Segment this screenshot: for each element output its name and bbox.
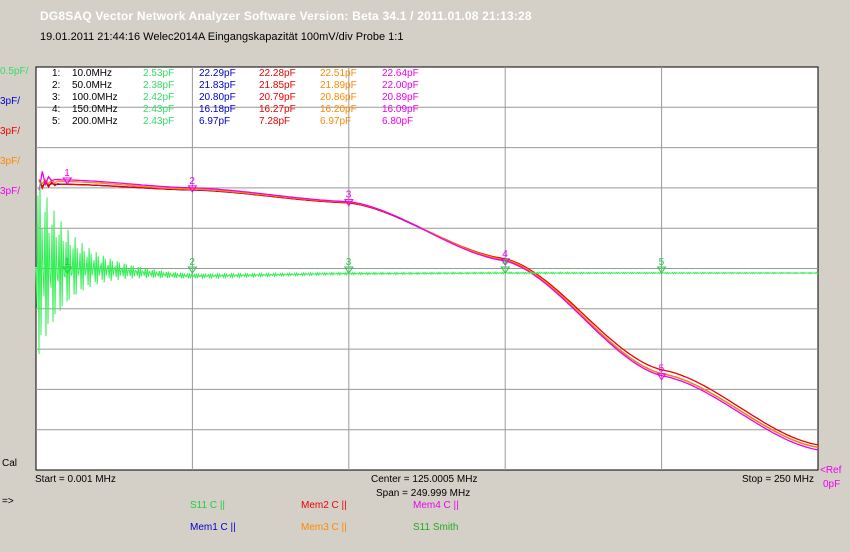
- y-scale-label: 3pF/: [0, 186, 21, 197]
- center-freq-label: Center = 125.0005 MHz: [371, 474, 478, 485]
- marker-triangle-s11: [62, 266, 73, 274]
- marker-cell-mem1: 22.29pF: [199, 68, 236, 79]
- start-freq-label: Start = 0.001 MHz: [35, 474, 116, 485]
- marker-triangle-s11: [343, 266, 354, 274]
- marker-label-cap: 4: [502, 249, 508, 260]
- marker-label-s11: 5: [659, 257, 665, 268]
- marker-triangle-cap: [62, 177, 73, 185]
- title-bar: DG8SAQ Vector Network Analyzer Software …: [0, 0, 850, 30]
- span-label: Span = 249.999 MHz: [376, 488, 471, 499]
- marker-cell-s11: 2.53pF: [143, 68, 175, 79]
- legend-entry[interactable]: Mem1 C ||: [190, 522, 236, 533]
- legend-entry[interactable]: S11 C ||: [190, 500, 226, 511]
- legend-entry[interactable]: Mem2 C ||: [301, 500, 347, 511]
- marker-cell-mem3: 21.89pF: [320, 80, 357, 91]
- marker-cell-mem1: 20.80pF: [199, 92, 236, 103]
- marker-label-s11: 2: [189, 257, 195, 268]
- marker-cell-mem1: 6.97pF: [199, 116, 231, 127]
- window-title: DG8SAQ Vector Network Analyzer Software …: [40, 9, 532, 23]
- marker-cell-s11: 2.43pF: [143, 104, 175, 115]
- marker-cell-mem2: 20.79pF: [259, 92, 296, 103]
- marker-triangle-cap: [187, 185, 198, 193]
- marker-triangle-s11: [500, 266, 511, 274]
- marker-cell-mem2: 21.85pF: [259, 80, 296, 91]
- marker-cell-freq: 10.0MHz: [72, 68, 113, 79]
- y-scale-label: 3pF/: [0, 126, 21, 137]
- legend-entry[interactable]: S11 Smith: [413, 522, 459, 533]
- y-scale-label: 0.5pF/: [0, 66, 29, 77]
- marker-triangle-cap: [343, 199, 354, 207]
- marker-label-s11: 1: [64, 257, 70, 268]
- marker-cell-mem4: 22.00pF: [382, 80, 419, 91]
- zero-pf-label: 0pF: [823, 479, 841, 490]
- marker-label-cap: 3: [346, 190, 352, 201]
- marker-cell-s11: 2.38pF: [143, 80, 175, 91]
- marker-cell-s11: 2.43pF: [143, 116, 175, 127]
- arrow-indicator: =>: [2, 496, 14, 507]
- legend-entry[interactable]: Mem4 C ||: [413, 500, 459, 511]
- marker-cell-mem3: 16.20pF: [320, 104, 357, 115]
- y-scale-label: 3pF/: [0, 156, 21, 167]
- marker-label-cap: 5: [659, 364, 665, 375]
- marker-triangle-s11: [656, 266, 667, 274]
- marker-cell-id: 5:: [52, 116, 61, 127]
- legend-entry[interactable]: Mem3 C ||: [301, 522, 347, 533]
- marker-triangle-s11: [187, 266, 198, 274]
- y-scale-label: 3pF/: [0, 96, 21, 107]
- measurement-subtitle: 19.01.2011 21:44:16 Welec2014A Eingangsk…: [40, 31, 404, 43]
- marker-cell-mem3: 6.97pF: [320, 116, 352, 127]
- marker-cell-s11: 2.42pF: [143, 92, 175, 103]
- marker-cell-freq: 200.0MHz: [72, 116, 118, 127]
- marker-cell-mem1: 16.18pF: [199, 104, 236, 115]
- marker-cell-mem4: 22.64pF: [382, 68, 419, 79]
- marker-cell-freq: 100.0MHz: [72, 92, 118, 103]
- marker-triangle-cap: [656, 373, 667, 381]
- marker-cell-mem1: 21.83pF: [199, 80, 236, 91]
- marker-cell-id: 1:: [52, 68, 61, 79]
- marker-cell-id: 4:: [52, 104, 61, 115]
- marker-label-s11: 3: [346, 257, 352, 268]
- marker-cell-id: 2:: [52, 80, 61, 91]
- trace-s11: [35, 181, 819, 355]
- stop-freq-label: Stop = 250 MHz: [742, 474, 814, 485]
- trace-mem4: [38, 171, 819, 451]
- marker-cell-freq: 150.0MHz: [72, 104, 118, 115]
- marker-cell-id: 3:: [52, 92, 61, 103]
- marker-cell-mem3: 22.51pF: [320, 68, 357, 79]
- marker-cell-mem4: 16.09pF: [382, 104, 419, 115]
- marker-label-cap: 2: [189, 176, 195, 187]
- marker-cell-mem4: 20.89pF: [382, 92, 419, 103]
- marker-cell-mem2: 16.27pF: [259, 104, 296, 115]
- marker-triangle-cap: [500, 258, 511, 266]
- marker-label-s11: 4: [502, 257, 508, 268]
- cal-label: Cal: [2, 458, 18, 469]
- marker-cell-mem2: 7.28pF: [259, 116, 291, 127]
- marker-cell-mem4: 6.80pF: [382, 116, 414, 127]
- marker-cell-mem2: 22.28pF: [259, 68, 296, 79]
- marker-cell-freq: 50.0MHz: [72, 80, 113, 91]
- ref-marker: <Ref: [820, 465, 842, 476]
- marker-label-cap: 1: [64, 168, 70, 179]
- marker-cell-mem3: 20.86pF: [320, 92, 357, 103]
